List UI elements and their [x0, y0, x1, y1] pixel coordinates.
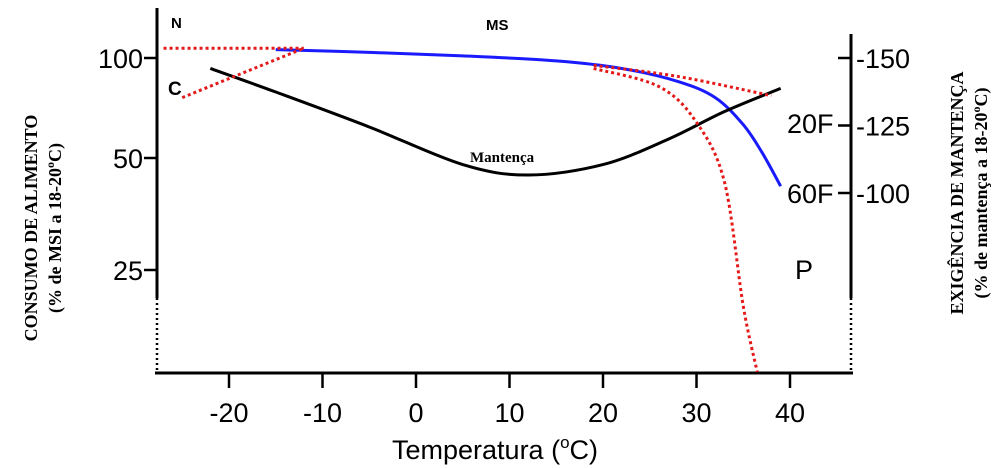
curve-label-c: C — [168, 79, 182, 100]
x-tick-label: -10 — [303, 398, 342, 428]
left-tick-label: 50 — [113, 144, 143, 174]
x-tick-label: 0 — [408, 398, 423, 428]
curve-label-60f: 60F — [787, 179, 834, 209]
right-axis-title-line2: (% de mantença a 18-20oC) — [969, 88, 992, 299]
top-label-ms: MS — [486, 17, 509, 34]
right-axis-title: EXIGÊNCIA DE MANTENÇA (% de mantença a 1… — [946, 71, 992, 314]
series-layer — [163, 46, 782, 373]
x-tick-label: 30 — [681, 398, 711, 428]
left-axis-title-line2: (% de MSI a 18-20oC) — [43, 143, 66, 313]
x-tick-label: 10 — [494, 398, 524, 428]
right-tick-label: -150 — [856, 44, 910, 74]
curve-label-20f: 20F — [787, 109, 834, 139]
right-tick-label: -125 — [856, 112, 910, 142]
left-axis-title: CONSUMO DE ALIMENTO (% de MSI a 18-20oC) — [21, 115, 66, 342]
left-tick-label: 25 — [113, 256, 143, 286]
left-axis-title-line2-main: (% de MSI a 18-20 — [45, 168, 66, 313]
red-dotted-line-20f — [593, 63, 772, 98]
right-tick-label: -100 — [856, 179, 910, 209]
left-axis-title-line2-tail: C) — [45, 143, 66, 162]
right-axis-title-line2-main: (% de mantença a 18-20 — [971, 113, 992, 299]
curve-label-mantenca: Mantença — [470, 150, 535, 166]
x-axis-title-main: Temperatura ( — [392, 435, 560, 465]
red-dotted-line-p — [593, 67, 759, 373]
x-axis-title-sup: o — [560, 433, 569, 452]
right-axis-title-line2-sup: o — [969, 107, 983, 113]
maintenance-curve-black — [209, 67, 782, 177]
right-axis-title-line2-tail: C) — [971, 88, 992, 107]
x-axis-title: Temperatura (oC) — [392, 433, 598, 465]
top-label-n: N — [171, 15, 182, 32]
x-tick-label: 40 — [775, 398, 805, 428]
x-tick-label: -20 — [209, 398, 248, 428]
x-tick-label: 20 — [588, 398, 618, 428]
left-axis-title-line2-sup: o — [43, 162, 57, 168]
red-dotted-line-c — [181, 46, 305, 99]
right-axis-title-line1: EXIGÊNCIA DE MANTENÇA — [946, 71, 967, 314]
left-axis-title-line1: CONSUMO DE ALIMENTO — [21, 115, 41, 342]
left-tick-label: 100 — [98, 44, 143, 74]
curve-label-p: P — [795, 255, 813, 285]
x-axis-title-tail: C) — [570, 435, 599, 465]
